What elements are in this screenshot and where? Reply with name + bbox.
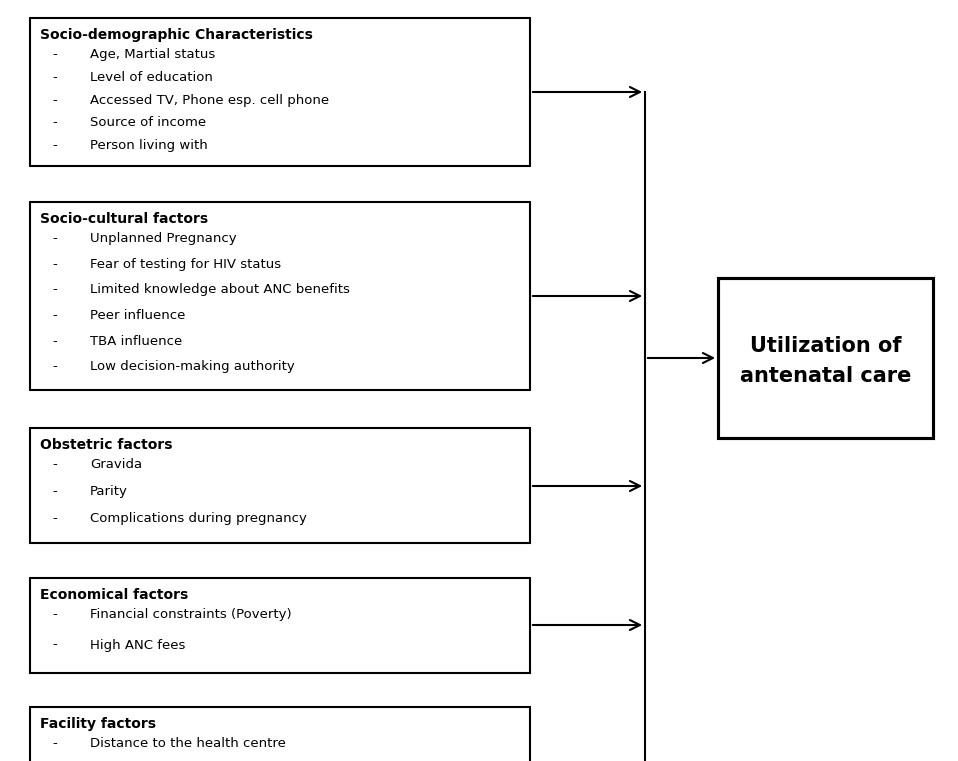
Text: -: - xyxy=(52,258,57,271)
Text: Socio-cultural factors: Socio-cultural factors xyxy=(40,212,208,226)
Text: TBA influence: TBA influence xyxy=(90,335,182,348)
Text: -: - xyxy=(52,608,57,621)
Text: Accessed TV, Phone esp. cell phone: Accessed TV, Phone esp. cell phone xyxy=(90,94,330,107)
Bar xyxy=(718,278,933,438)
Text: Facility factors: Facility factors xyxy=(40,717,156,731)
Text: -: - xyxy=(52,71,57,84)
Text: -: - xyxy=(52,232,57,245)
Text: -: - xyxy=(52,116,57,129)
Text: antenatal care: antenatal care xyxy=(740,366,911,386)
Text: Complications during pregnancy: Complications during pregnancy xyxy=(90,512,307,525)
Text: -: - xyxy=(52,309,57,322)
Text: High ANC fees: High ANC fees xyxy=(90,638,186,651)
Text: -: - xyxy=(52,94,57,107)
Bar xyxy=(30,707,530,761)
Text: Age, Martial status: Age, Martial status xyxy=(90,48,216,61)
Text: -: - xyxy=(52,737,57,750)
Bar xyxy=(30,18,530,166)
Text: -: - xyxy=(52,485,57,498)
Text: Gravida: Gravida xyxy=(90,458,142,471)
Text: -: - xyxy=(52,283,57,296)
Text: Obstetric factors: Obstetric factors xyxy=(40,438,172,452)
Text: -: - xyxy=(52,335,57,348)
Text: Source of income: Source of income xyxy=(90,116,206,129)
Text: Economical factors: Economical factors xyxy=(40,588,189,602)
Text: Limited knowledge about ANC benefits: Limited knowledge about ANC benefits xyxy=(90,283,350,296)
Text: -: - xyxy=(52,458,57,471)
Text: Unplanned Pregnancy: Unplanned Pregnancy xyxy=(90,232,237,245)
Text: -: - xyxy=(52,48,57,61)
Text: Peer influence: Peer influence xyxy=(90,309,186,322)
Text: Person living with: Person living with xyxy=(90,139,208,152)
Text: Socio-demographic Characteristics: Socio-demographic Characteristics xyxy=(40,28,313,42)
Text: Level of education: Level of education xyxy=(90,71,213,84)
Text: -: - xyxy=(52,512,57,525)
Bar xyxy=(30,428,530,543)
Text: Financial constraints (Poverty): Financial constraints (Poverty) xyxy=(90,608,291,621)
Bar xyxy=(30,578,530,673)
Text: Low decision-making authority: Low decision-making authority xyxy=(90,360,295,374)
Text: Fear of testing for HIV status: Fear of testing for HIV status xyxy=(90,258,281,271)
Text: -: - xyxy=(52,360,57,374)
Text: Parity: Parity xyxy=(90,485,127,498)
Text: Utilization of: Utilization of xyxy=(750,336,901,356)
Text: -: - xyxy=(52,638,57,651)
Bar xyxy=(30,202,530,390)
Text: Distance to the health centre: Distance to the health centre xyxy=(90,737,285,750)
Text: -: - xyxy=(52,139,57,152)
